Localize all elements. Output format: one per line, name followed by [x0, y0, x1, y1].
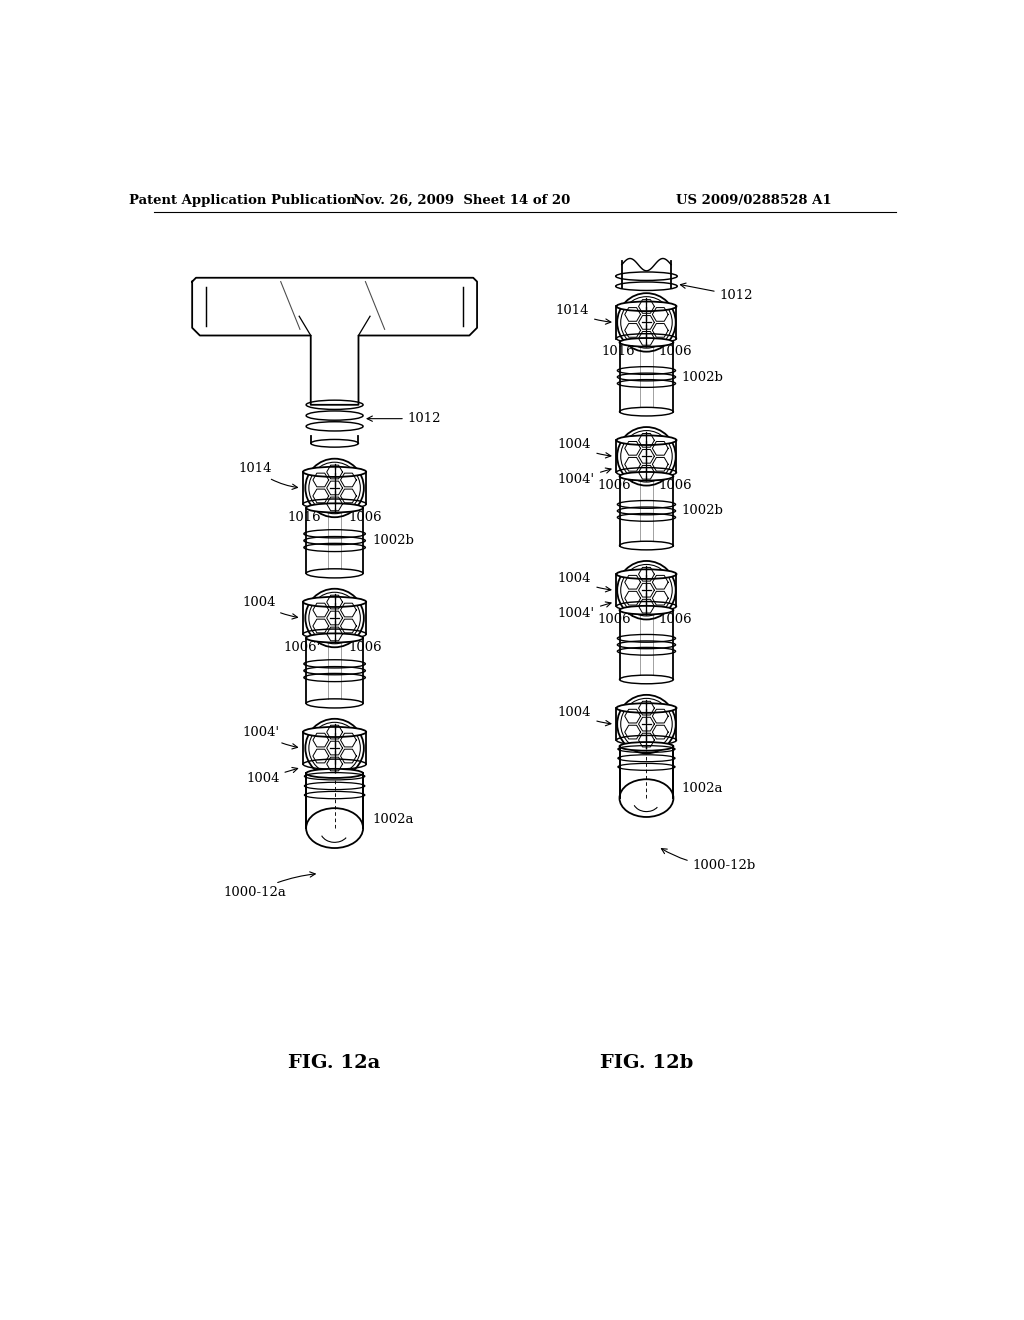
Text: 1014: 1014	[556, 305, 611, 325]
Text: 1012: 1012	[368, 412, 441, 425]
Circle shape	[617, 293, 676, 351]
Text: 1004': 1004'	[558, 469, 611, 486]
Ellipse shape	[620, 541, 674, 550]
Text: 1006: 1006	[348, 511, 382, 524]
Ellipse shape	[616, 436, 677, 445]
Ellipse shape	[620, 473, 674, 480]
Circle shape	[617, 428, 676, 486]
Ellipse shape	[620, 338, 674, 347]
Text: 1000-12a: 1000-12a	[223, 871, 315, 899]
Ellipse shape	[620, 742, 674, 751]
Ellipse shape	[306, 503, 364, 512]
Ellipse shape	[303, 727, 367, 737]
Text: 1004: 1004	[558, 706, 611, 726]
Text: 1016: 1016	[601, 345, 635, 358]
Text: FIG. 12b: FIG. 12b	[600, 1055, 693, 1072]
Circle shape	[617, 694, 676, 754]
Text: 1004: 1004	[558, 572, 611, 591]
Text: FIG. 12a: FIG. 12a	[289, 1055, 381, 1072]
Text: 1016: 1016	[287, 511, 321, 524]
Ellipse shape	[306, 808, 364, 847]
Text: 1004': 1004'	[243, 726, 298, 748]
Text: 1002b: 1002b	[681, 504, 723, 517]
Text: US 2009/0288528 A1: US 2009/0288528 A1	[677, 194, 833, 207]
Ellipse shape	[306, 698, 364, 708]
Circle shape	[305, 719, 364, 777]
Ellipse shape	[620, 408, 674, 416]
Ellipse shape	[306, 569, 364, 578]
Text: 1006: 1006	[658, 612, 691, 626]
Circle shape	[617, 561, 676, 619]
Text: 1006: 1006	[658, 479, 691, 492]
Ellipse shape	[616, 569, 677, 579]
Ellipse shape	[303, 467, 367, 477]
Text: 1002b: 1002b	[373, 535, 415, 546]
Text: 1006': 1006'	[598, 612, 635, 626]
Ellipse shape	[616, 301, 677, 312]
Text: 1012: 1012	[680, 282, 753, 302]
Ellipse shape	[306, 634, 364, 643]
Text: 1002b: 1002b	[681, 371, 723, 384]
Ellipse shape	[616, 704, 677, 713]
Text: 1006: 1006	[348, 640, 382, 653]
Text: Nov. 26, 2009  Sheet 14 of 20: Nov. 26, 2009 Sheet 14 of 20	[353, 194, 570, 207]
Ellipse shape	[306, 768, 364, 777]
Text: 1000-12b: 1000-12b	[662, 849, 756, 873]
Ellipse shape	[620, 779, 674, 817]
Ellipse shape	[620, 675, 674, 684]
Text: 1004: 1004	[246, 767, 298, 785]
Text: 1002a: 1002a	[681, 783, 723, 795]
Circle shape	[305, 459, 364, 517]
Text: 1002a: 1002a	[373, 813, 414, 826]
Text: 1004': 1004'	[558, 602, 611, 620]
Text: 1004: 1004	[243, 597, 298, 619]
Text: Patent Application Publication: Patent Application Publication	[129, 194, 355, 207]
Text: 1014: 1014	[239, 462, 298, 490]
Ellipse shape	[303, 597, 367, 607]
Text: 1006: 1006	[658, 345, 691, 358]
Circle shape	[305, 589, 364, 647]
Text: 1006': 1006'	[284, 640, 321, 653]
Text: 1004: 1004	[558, 438, 611, 458]
Text: 1006': 1006'	[598, 479, 635, 492]
Ellipse shape	[620, 606, 674, 615]
Ellipse shape	[310, 440, 358, 447]
